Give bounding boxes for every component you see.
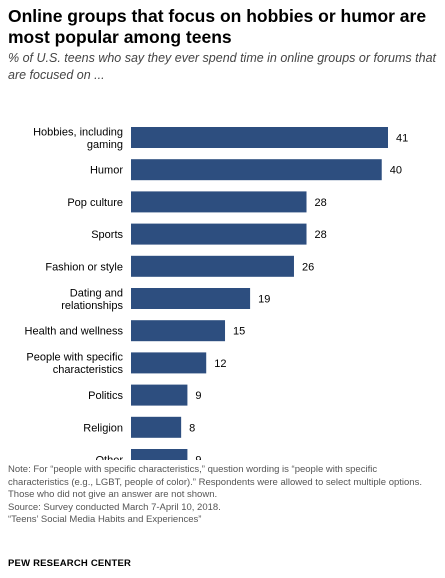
chart-title: Online groups that focus on hobbies or h…	[8, 6, 427, 47]
category-label: Politics	[88, 390, 123, 402]
category-label: Health and wellness	[25, 326, 124, 338]
bar	[131, 288, 251, 309]
bar	[131, 127, 388, 148]
category-label: Sports	[91, 229, 123, 241]
value-label: 15	[233, 326, 245, 338]
bar	[131, 159, 382, 181]
note-text: Note: For “people with specific characte…	[8, 464, 422, 500]
value-label: 8	[189, 422, 195, 434]
category-label: Hobbies, including gaming	[33, 126, 123, 151]
bar	[131, 384, 188, 406]
bar	[131, 416, 182, 438]
bar	[131, 191, 307, 213]
value-label: 19	[258, 294, 270, 306]
category-label: Religion	[83, 422, 123, 434]
report-title: “Teens’ Social Media Habits and Experien…	[8, 514, 202, 525]
source-text: Source: Survey conducted March 7-April 1…	[8, 501, 221, 513]
category-label: Dating and relationships	[61, 287, 123, 312]
value-label: 12	[214, 358, 226, 370]
value-label: 9	[195, 390, 201, 402]
category-label: Humor	[90, 165, 123, 177]
chart-subtitle: % of U.S. teens who say they ever spend …	[8, 51, 436, 82]
category-label: People with specific characteristics	[26, 352, 123, 377]
value-label: 9	[195, 455, 201, 461]
value-label: 26	[302, 261, 314, 273]
pew-branding: PEW RESEARCH CENTER	[8, 558, 132, 569]
bar	[131, 449, 188, 460]
bar-chart: 41 Hobbies, including gaming 40 Humor 28 Pop c…	[25, 126, 408, 461]
bar	[131, 320, 226, 342]
chart-notes: Note: For “people with specific characte…	[8, 464, 440, 527]
category-label: Pop culture	[67, 197, 123, 209]
bar	[131, 223, 307, 245]
value-label: 28	[315, 197, 327, 209]
value-label: 28	[315, 229, 327, 241]
bar	[131, 255, 294, 277]
category-label: Fashion or style	[45, 261, 123, 273]
category-label: Other	[95, 455, 123, 461]
bar	[131, 352, 207, 374]
value-label: 41	[396, 133, 408, 145]
value-label: 40	[390, 165, 402, 177]
